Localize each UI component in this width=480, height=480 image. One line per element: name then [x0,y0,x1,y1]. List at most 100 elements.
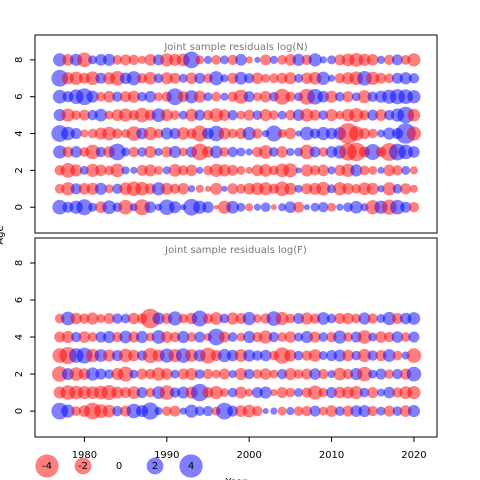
residual-bubble [408,146,420,158]
residual-bubble [367,91,378,102]
residual-bubble [128,54,140,66]
residual-bubble [102,404,116,418]
residual-bubble [111,386,124,399]
residual-bubble [284,127,297,140]
residual-bubble [318,202,329,213]
residual-bubble [367,128,378,139]
residual-bubble [218,368,230,380]
residual-bubble [316,71,330,85]
residual-bubble [299,126,314,141]
residual-bubble [327,74,336,82]
residual-bubble [276,387,288,399]
residual-bubble [120,313,131,324]
residual-bubble [269,147,279,157]
residual-bubble [86,312,99,325]
residual-bubble [128,331,140,343]
residual-bubble [112,313,123,324]
residual-bubble [327,369,336,379]
residual-bubble [176,127,190,140]
legend-label: -4 [42,461,52,472]
residual-bubble [211,55,222,65]
residual-bubble [70,128,82,140]
residual-bubble [187,185,196,193]
legend-label: -2 [78,461,88,472]
residual-bubble [70,183,82,195]
residual-bubble [134,107,150,123]
residual-bubble [252,314,262,324]
residual-bubble [285,313,296,324]
residual-bubble [71,406,82,416]
residual-bubble [200,347,216,364]
residual-bubble [162,166,171,175]
residual-bubble [53,53,67,67]
residual-bubble [400,183,412,195]
residual-bubble [185,108,198,122]
residual-bubble [112,128,123,139]
residual-bubble [336,203,344,211]
residual-bubble [375,368,387,380]
residual-bubble [318,387,329,398]
residual-bubble [207,328,225,346]
residual-bubble [391,331,404,343]
residual-bubble [376,55,386,64]
residual-bubble [94,182,108,195]
residual-bubble [143,126,157,141]
residual-bubble [254,56,261,63]
residual-bubble [349,200,363,214]
residual-bubble [226,312,239,325]
residual-bubble [245,203,254,212]
residual-bubble [383,386,396,399]
residual-bubble [375,109,387,121]
residual-bubble [191,310,208,327]
residual-bubble [299,144,315,160]
residual-bubble [367,405,378,417]
residual-bubble [80,129,89,138]
residual-bubble [227,183,239,195]
residual-bubble [235,54,247,66]
residual-bubble [384,331,395,343]
residual-bubble [359,387,370,398]
residual-bubble [334,91,345,102]
residual-bubble [236,332,246,342]
residual-bubble [138,55,147,64]
residual-bubble [391,72,403,84]
residual-bubble [177,182,190,195]
residual-bubble [309,165,321,176]
y-tick-label: 6 [14,297,25,303]
residual-bubble [383,164,396,177]
residual-bubble [277,110,287,120]
x-tick-label: 2000 [236,450,261,461]
residual-bubble [216,402,233,420]
residual-bubble [184,404,199,418]
residual-bubble [307,385,323,400]
residual-bubble [406,126,422,141]
residual-bubble [137,91,147,102]
legend-label: 2 [152,461,158,472]
x-axis-label: Year [224,477,247,480]
residual-bubble [154,92,164,102]
residual-bubble [242,311,256,326]
residual-bubble [194,369,205,379]
residual-bubble [265,125,282,142]
residual-bubble [242,404,256,418]
residual-bubble [61,330,75,344]
residual-bubble [130,166,138,174]
residual-bubble [217,348,232,363]
residual-bubble [382,349,396,362]
residual-bubble [392,368,403,380]
y-axis-label: Age [0,225,6,244]
residual-bubble [376,129,386,138]
residual-bubble [227,109,238,121]
residual-bubble [276,368,288,380]
residual-bubble [52,89,67,104]
residual-bubble [178,165,189,176]
residual-bubble [406,366,422,382]
residual-bubble [153,128,164,139]
residual-bubble [318,332,329,342]
residual-bubble [54,331,66,343]
residual-bubble [203,92,213,102]
residual-bubble [245,388,254,397]
residual-bubble [318,110,329,120]
residual-bubble [259,109,272,122]
residual-bubble [367,387,379,399]
